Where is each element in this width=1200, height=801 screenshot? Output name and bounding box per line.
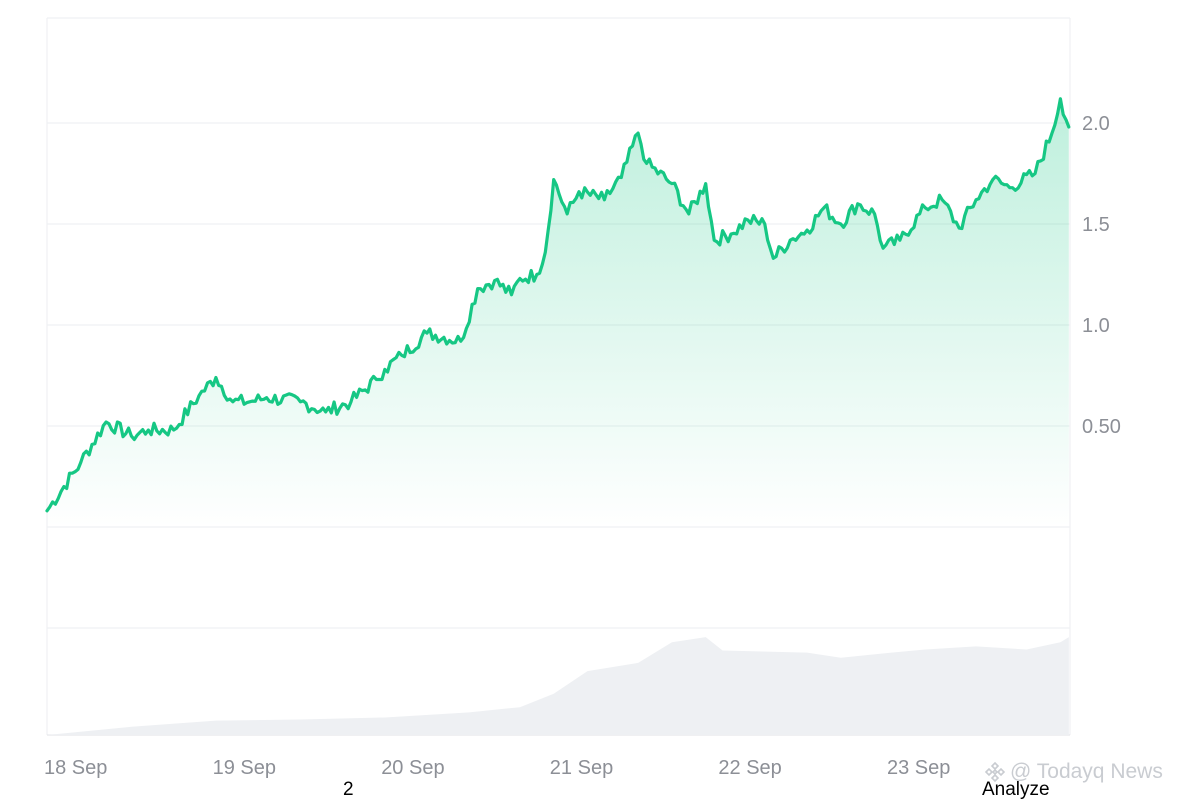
page-number-label: 2 bbox=[343, 779, 354, 800]
y-axis-ticks: 0.50 1.0 1.5 2.0 bbox=[1082, 113, 1121, 438]
x-tick-label: 21 Sep bbox=[550, 757, 613, 779]
x-tick-label: 20 Sep bbox=[381, 757, 444, 779]
x-axis-ticks: 18 Sep 19 Sep 20 Sep 21 Sep 22 Sep 23 Sep bbox=[44, 757, 950, 779]
price-line bbox=[45, 97, 1071, 513]
price-series bbox=[45, 97, 1071, 513]
y-tick-label: 0.50 bbox=[1082, 416, 1121, 438]
price-area bbox=[47, 98, 1069, 528]
y-tick-label: 1.0 bbox=[1082, 315, 1110, 337]
volume-area bbox=[47, 637, 1069, 735]
x-tick-label: 23 Sep bbox=[887, 757, 950, 779]
y-tick-label: 2.0 bbox=[1082, 113, 1110, 135]
price-area-fill bbox=[47, 98, 1069, 528]
watermark: @ Todayq News bbox=[984, 760, 1163, 784]
watermark-text: @ Todayq News bbox=[1010, 760, 1163, 783]
binance-logo-icon bbox=[984, 761, 1006, 783]
y-tick-label: 1.5 bbox=[1082, 214, 1110, 236]
x-tick-label: 18 Sep bbox=[44, 757, 107, 779]
analyze-button[interactable]: Analyze bbox=[982, 779, 1050, 800]
x-tick-label: 22 Sep bbox=[718, 757, 781, 779]
x-tick-label: 19 Sep bbox=[213, 757, 276, 779]
volume-bars bbox=[47, 637, 1069, 735]
